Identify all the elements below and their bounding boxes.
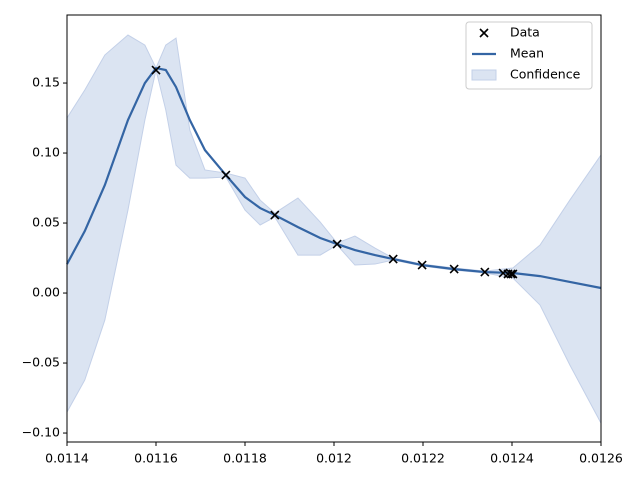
data-point <box>417 260 427 270</box>
legend-patch <box>471 69 497 81</box>
y-tick-label: −0.05 <box>22 355 60 370</box>
legend-label: Confidence <box>510 67 581 82</box>
y-tick-label: 0.05 <box>32 215 60 230</box>
y-tick-label: −0.10 <box>22 425 60 440</box>
x-tick-label: 0.0124 <box>490 451 534 466</box>
data-point <box>480 267 490 277</box>
legend-marker <box>479 28 489 38</box>
legend-box <box>465 21 593 90</box>
x-tick-label: 0.012 <box>316 451 352 466</box>
x-tick-label: 0.0126 <box>579 451 623 466</box>
y-tick-label: 0.15 <box>32 75 60 90</box>
data-point <box>221 170 231 180</box>
data-point <box>270 210 280 220</box>
data-point <box>332 239 342 249</box>
data-point <box>151 65 161 75</box>
x-tick-label: 0.0116 <box>134 451 178 466</box>
legend-label: Mean <box>510 46 544 61</box>
data-point <box>506 269 516 279</box>
x-tick-label: 0.0122 <box>401 451 445 466</box>
data-point <box>388 254 398 264</box>
data-point <box>449 264 459 274</box>
legend-label: Data <box>510 25 540 40</box>
y-tick-label: 0.00 <box>32 285 60 300</box>
data-point <box>508 269 518 279</box>
x-tick-label: 0.0118 <box>223 451 267 466</box>
x-tick-label: 0.0114 <box>45 451 89 466</box>
y-tick-label: 0.10 <box>32 145 60 160</box>
